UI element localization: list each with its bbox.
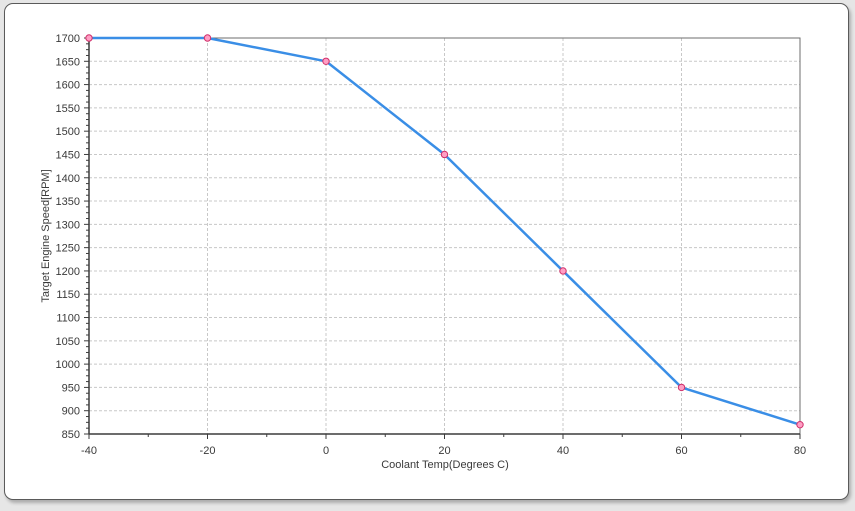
x-tick-label: -40 <box>81 445 97 457</box>
data-point <box>440 150 449 159</box>
y-tick-label: 1700 <box>56 33 80 45</box>
y-tick-label: 1250 <box>56 243 80 255</box>
data-point <box>203 34 212 42</box>
y-tick-label: 1000 <box>56 359 80 371</box>
y-tick-label: 1650 <box>56 56 80 68</box>
data-point <box>85 34 93 42</box>
x-tick-label: 80 <box>794 445 806 457</box>
y-tick-label: 1400 <box>56 173 80 185</box>
data-point <box>796 420 804 429</box>
data-point <box>677 383 686 392</box>
y-tick-label: 900 <box>62 406 80 418</box>
x-tick-label: -20 <box>200 445 216 457</box>
y-tick-label: 1300 <box>56 219 80 231</box>
data-point <box>322 57 330 65</box>
y-tick-label: 1200 <box>56 266 80 278</box>
x-tick-label: 20 <box>438 445 450 457</box>
x-tick-label: 40 <box>557 445 569 457</box>
chart-panel <box>4 3 849 500</box>
x-tick-label: 60 <box>675 445 687 457</box>
series-line <box>89 36 801 426</box>
y-tick-label: 850 <box>62 429 80 441</box>
y-tick-label: 1050 <box>56 336 80 348</box>
y-tick-label: 1150 <box>56 289 80 301</box>
y-tick-label: 1600 <box>56 80 80 92</box>
y-axis-title: Target Engine Speed[RPM] <box>40 169 52 302</box>
y-tick-label: 1450 <box>56 149 80 161</box>
y-tick-label: 950 <box>62 382 80 394</box>
data-series <box>85 34 804 429</box>
y-tick-label: 1350 <box>56 196 80 208</box>
data-point <box>559 267 567 275</box>
y-tick-label: 1550 <box>56 103 80 115</box>
y-tick-label: 1500 <box>56 126 80 138</box>
y-tick-label: 1100 <box>56 313 80 325</box>
x-axis-ticks: -40 -20 0 20 40 60 80 <box>81 434 806 457</box>
x-axis-title: Coolant Temp(Degrees C) <box>381 459 509 471</box>
y-axis-ticks: 850 900 950 1000 1050 1100 1150 1200 1250 1300 135… <box>56 33 89 441</box>
x-tick-label: 0 <box>323 445 329 457</box>
grid-lines <box>89 37 801 434</box>
